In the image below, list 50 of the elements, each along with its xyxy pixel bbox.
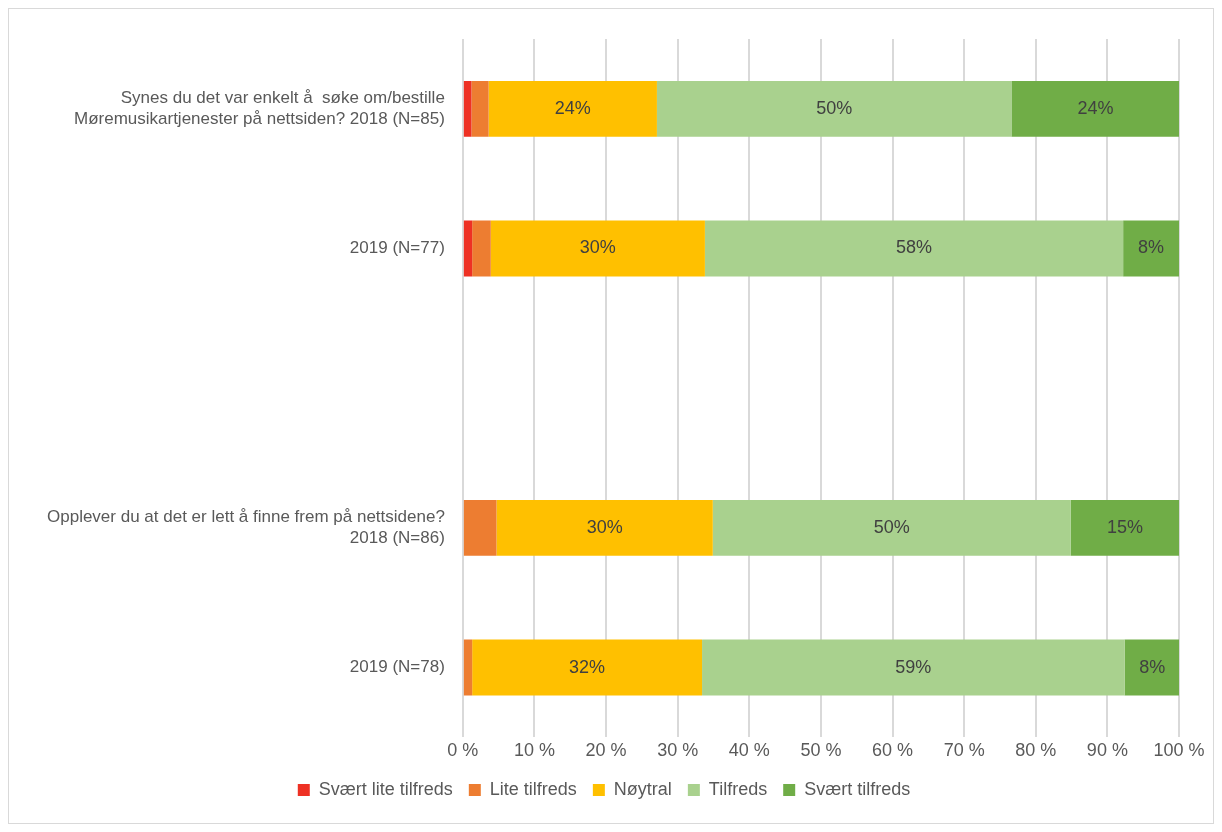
bar (463, 499, 497, 556)
x-tick-label: 80 % (1015, 740, 1057, 761)
y-tick-label: Synes du det var enkelt å søke om/bestille Møremusikartjenester på nettsiden? 2018 (N=85) (73, 88, 445, 128)
y-tick-label: 2019 (N=78) (349, 657, 445, 677)
data-label: 58% (896, 237, 933, 258)
data-label: 50% (816, 97, 853, 118)
bar (463, 80, 472, 137)
legend-label: Svært tilfreds (804, 778, 911, 799)
data-label: 32% (569, 656, 606, 677)
data-label: 30% (586, 516, 623, 537)
bar (496, 499, 713, 556)
bar (472, 639, 703, 696)
bar (463, 639, 473, 696)
bar (1124, 639, 1179, 696)
bar (1070, 499, 1179, 556)
bar (1011, 80, 1179, 137)
data-label: 30% (579, 237, 616, 258)
data-label: 15% (1106, 516, 1143, 537)
x-tick-label: 60 % (872, 740, 914, 761)
legend-label: Tilfreds (708, 778, 768, 799)
data-label: 24% (1077, 97, 1114, 118)
x-tick-label: 90 % (1086, 740, 1128, 761)
bar (712, 499, 1071, 556)
data-label: 24% (554, 97, 591, 118)
bar (702, 639, 1125, 696)
x-tick-label: 0 % (447, 740, 479, 761)
x-tick-label: 30 % (657, 740, 699, 761)
data-label: 59% (895, 656, 932, 677)
x-tick-label: 100 % (1153, 740, 1205, 761)
bar (1123, 220, 1179, 277)
bar (471, 80, 489, 137)
bar (488, 80, 657, 137)
x-tick-label: 40 % (728, 740, 770, 761)
bar (472, 220, 491, 277)
bar (704, 220, 1124, 277)
data-label: 50% (873, 516, 910, 537)
x-tick-label: 70 % (943, 740, 985, 761)
legend-label: Svært lite tilfreds (318, 778, 453, 799)
x-tick-label: 50 % (800, 740, 842, 761)
data-label: 8% (1138, 237, 1165, 258)
bar (463, 220, 473, 277)
legend-label: Nøytral (613, 778, 672, 799)
bar (656, 80, 1012, 137)
data-label: 8% (1139, 656, 1166, 677)
x-tick-label: 20 % (585, 740, 627, 761)
y-tick-label: 2019 (N=77) (349, 238, 445, 258)
legend-label: Lite tilfreds (489, 778, 577, 799)
x-tick-label: 10 % (513, 740, 555, 761)
y-tick-label: Opplever du at det er lett å finne frem på nettsidene? 2018 (N=86) (47, 507, 445, 547)
bar (490, 220, 705, 277)
